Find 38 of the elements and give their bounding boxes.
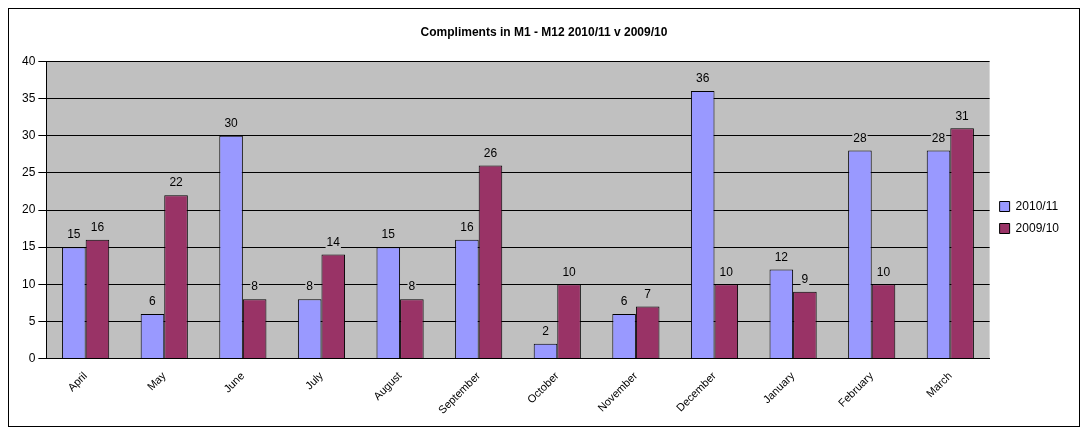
data-label: 8 [408, 279, 416, 294]
data-label: 15 [67, 227, 81, 242]
data-label: 28 [853, 130, 867, 145]
y-tick-label: 15 [21, 239, 36, 254]
data-label: 30 [224, 116, 239, 131]
x-tick-label: July [302, 369, 326, 392]
data-label: 16 [90, 220, 105, 235]
data-label: 22 [169, 175, 184, 190]
data-label: 8 [306, 279, 314, 294]
y-tick-label: 40 [21, 53, 36, 68]
data-label: 6 [149, 294, 157, 309]
data-label: 6 [620, 294, 628, 309]
chart-title: Compliments in M1 - M12 2010/11 v 2009/10 [420, 24, 668, 39]
y-tick-label: 30 [21, 128, 36, 143]
x-tick-label: May [144, 369, 169, 393]
data-label: 10 [719, 264, 734, 279]
data-label: 10 [562, 264, 577, 279]
data-label: 15 [381, 227, 396, 242]
legend-label: 2009/10 [1015, 220, 1060, 235]
data-label: 36 [696, 71, 710, 86]
data-label: 10 [876, 264, 891, 279]
data-label: 8 [251, 279, 259, 294]
y-tick-label: 35 [21, 90, 36, 105]
data-label: 12 [774, 249, 789, 264]
data-label: 28 [931, 130, 946, 145]
data-label: 26 [483, 145, 498, 160]
data-label: 16 [460, 220, 474, 235]
data-label: 9 [801, 272, 809, 287]
y-tick-label: 10 [21, 276, 36, 291]
legend-label: 2010/11 [1015, 198, 1059, 213]
y-tick-label: 20 [21, 202, 36, 217]
y-tick-label: 5 [28, 313, 36, 328]
data-label: 2 [542, 324, 550, 339]
y-tick-label: 0 [28, 350, 36, 365]
data-label: 7 [644, 286, 652, 301]
y-tick-label: 25 [21, 165, 36, 180]
data-label: 14 [326, 234, 341, 249]
data-label: 31 [955, 108, 970, 123]
